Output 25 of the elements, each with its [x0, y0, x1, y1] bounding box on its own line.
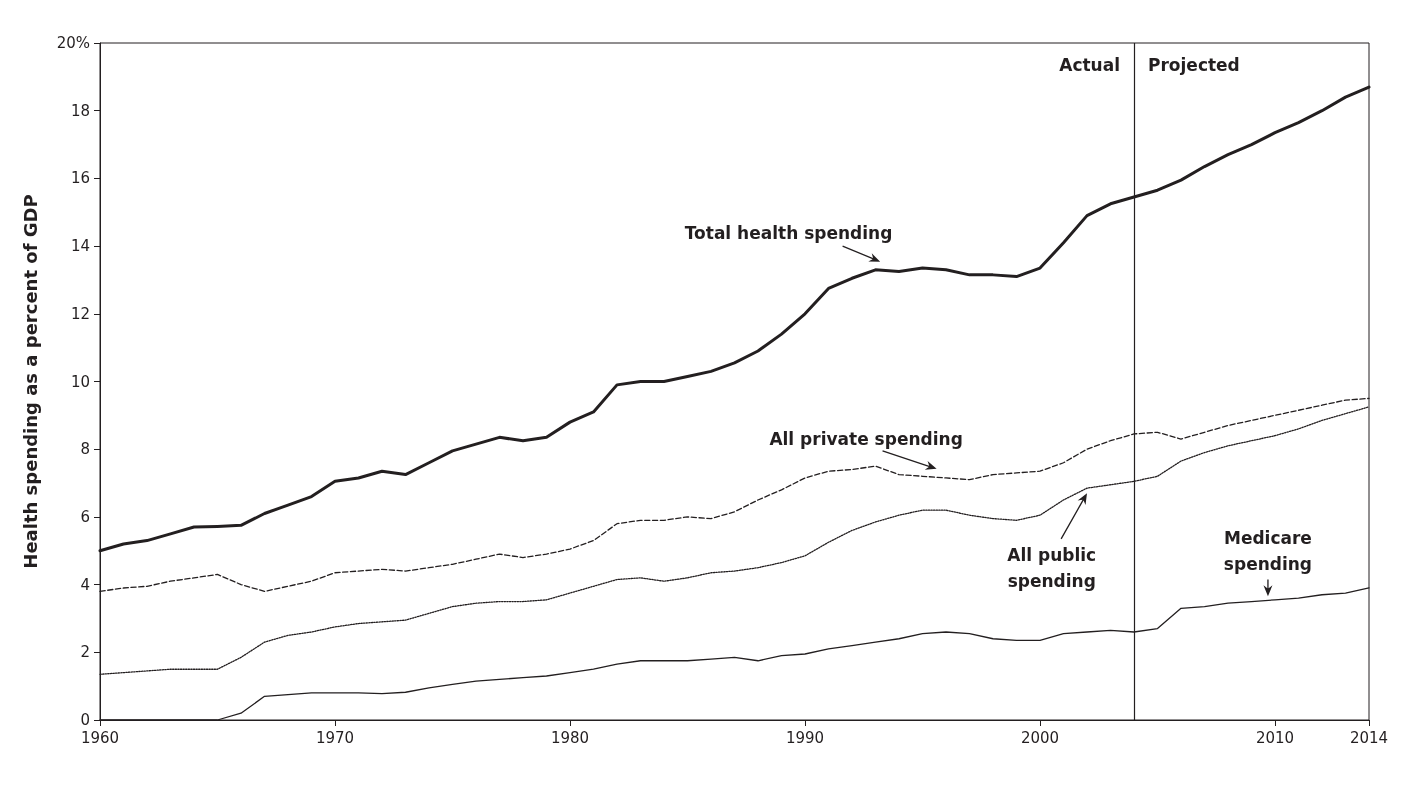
y-tick-label: 18	[70, 101, 90, 120]
x-tick-label: 1960	[80, 728, 120, 747]
y-tick-label: 16	[70, 169, 90, 188]
x-tick-label: 1980	[550, 728, 590, 747]
x-tick-label: 2000	[1020, 728, 1060, 747]
x-tick-label: 1990	[785, 728, 825, 747]
x-tick-label: 2010	[1255, 728, 1295, 747]
series-label: All public spending	[1007, 544, 1097, 591]
series-label: Total health spending	[684, 222, 893, 243]
y-tick-label: 0	[80, 711, 90, 729]
x-tick-label: 1970	[315, 728, 355, 747]
annotation: Actual	[1059, 55, 1120, 75]
y-tick-label: 10	[70, 372, 90, 391]
x-tick-label: 2014	[1349, 728, 1389, 747]
y-tick-label: 2	[80, 643, 90, 662]
annotation: Projected	[1148, 55, 1240, 75]
y-tick-label: 4	[80, 575, 90, 594]
y-axis-title: Health spending as a percent of GDP	[19, 194, 41, 569]
y-tick-label: 6	[80, 507, 90, 526]
y-tick-label: 14	[70, 237, 90, 256]
y-tick-label: 8	[80, 440, 90, 459]
y-tick-label: 20%	[56, 34, 90, 52]
series-label: All private spending	[769, 429, 963, 450]
series-label: Medicare spending	[1223, 527, 1313, 574]
y-tick-label: 12	[70, 304, 90, 323]
